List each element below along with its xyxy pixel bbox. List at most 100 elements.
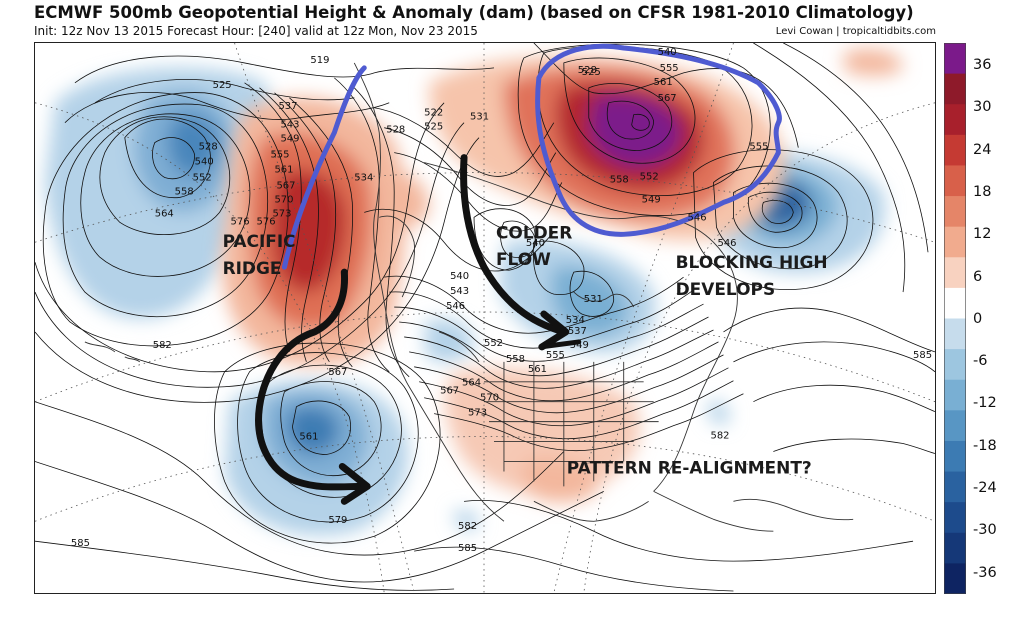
svg-text:579: 579 (328, 515, 347, 526)
svg-text:567: 567 (276, 180, 295, 191)
svg-text:555: 555 (270, 150, 289, 161)
colorbar-swatch (944, 349, 966, 381)
svg-text:525: 525 (582, 67, 601, 78)
svg-text:525: 525 (424, 122, 443, 133)
colorbar-tick-label: -36 (973, 564, 997, 581)
svg-text:582: 582 (710, 431, 729, 442)
contour-value-labels: 519 525 537 543 549 555 561 567 570 573 … (71, 47, 932, 554)
svg-text:522: 522 (424, 108, 443, 119)
svg-text:555: 555 (660, 63, 679, 74)
colorbar-tick-label: 12 (973, 226, 992, 243)
svg-text:558: 558 (175, 186, 194, 197)
svg-text:573: 573 (468, 408, 487, 419)
colorbar-swatch (944, 379, 966, 411)
svg-text:540: 540 (658, 47, 677, 58)
svg-text:561: 561 (299, 432, 318, 443)
colorbar-swatch (944, 43, 966, 75)
colorbar-swatch (944, 165, 966, 197)
colorbar-tick-label: -30 (973, 522, 997, 539)
svg-text:519: 519 (310, 55, 329, 66)
svg-text:534: 534 (354, 173, 373, 184)
svg-text:564: 564 (155, 208, 174, 219)
svg-text:546: 546 (446, 301, 465, 312)
colorbar-tick-label: 24 (973, 141, 992, 158)
annotation-ridge: RIDGE (223, 258, 282, 278)
svg-text:531: 531 (584, 294, 603, 305)
svg-text:561: 561 (528, 364, 547, 375)
svg-text:567: 567 (658, 93, 677, 104)
colorbar-tick-label: -24 (973, 480, 997, 496)
colorbar-swatch (944, 502, 966, 534)
colorbar-tick-label: 0 (973, 310, 983, 327)
svg-text:537: 537 (278, 101, 297, 112)
graticule (35, 43, 935, 593)
svg-text:555: 555 (749, 142, 768, 153)
svg-text:534: 534 (566, 315, 585, 326)
annotation-blocking: BLOCKING HIGH (676, 252, 828, 272)
svg-text:558: 558 (506, 354, 525, 365)
svg-text:552: 552 (193, 173, 212, 184)
svg-text:546: 546 (717, 238, 736, 249)
blue-annotation-loop (535, 43, 782, 237)
black-arrow-tail-colder-flow (538, 339, 582, 350)
black-arrowhead-pacific (338, 462, 371, 505)
svg-text:585: 585 (458, 543, 477, 554)
blue-annotation-arc (281, 65, 367, 270)
svg-text:567: 567 (328, 367, 347, 378)
svg-text:573: 573 (272, 208, 291, 219)
svg-text:540: 540 (450, 271, 469, 282)
svg-text:549: 549 (570, 340, 589, 351)
svg-text:585: 585 (71, 538, 90, 549)
svg-text:528: 528 (199, 142, 218, 153)
positive-anomaly-shading (222, 48, 904, 503)
svg-text:567: 567 (440, 386, 459, 397)
black-arrow-pacific (255, 268, 368, 491)
black-arrow-colder-flow (460, 154, 568, 336)
colorbar-tick-label: 30 (973, 99, 992, 116)
svg-text:540: 540 (526, 238, 545, 249)
annotation-pacific: PACIFIC (223, 231, 296, 251)
colorbar-swatch (944, 257, 966, 289)
svg-text:549: 549 (642, 194, 661, 205)
svg-text:552: 552 (640, 172, 659, 183)
svg-text:525: 525 (213, 80, 232, 91)
svg-text:546: 546 (688, 212, 707, 223)
map-title: ECMWF 500mb Geopotential Height & Anomal… (34, 3, 914, 22)
svg-text:537: 537 (568, 326, 587, 337)
colorbar-swatch (944, 471, 966, 503)
colorbar (944, 43, 966, 594)
svg-text:582: 582 (153, 340, 172, 351)
svg-text:570: 570 (480, 393, 499, 404)
svg-text:558: 558 (610, 174, 629, 185)
svg-text:552: 552 (484, 338, 503, 349)
colorbar-swatch (944, 532, 966, 564)
colorbar-swatch (944, 563, 966, 594)
colorbar-tick-label: 36 (973, 57, 992, 73)
svg-text:585: 585 (913, 350, 932, 361)
svg-text:528: 528 (386, 125, 405, 136)
svg-text:564: 564 (462, 378, 481, 389)
colorbar-tick-label: -6 (973, 353, 988, 370)
annotation-pattern: PATTERN RE-ALIGNMENT? (567, 457, 812, 477)
svg-text:528: 528 (578, 65, 597, 76)
colorbar-tick-label: 6 (973, 268, 983, 285)
colorbar-tick-label: 18 (973, 183, 992, 200)
annotation-develops: DEVELOPS (676, 279, 776, 299)
colorbar-swatch (944, 440, 966, 473)
colorbar-swatch (944, 287, 966, 320)
svg-text:576: 576 (231, 216, 250, 227)
svg-text:570: 570 (274, 194, 293, 205)
svg-text:582: 582 (458, 521, 477, 532)
svg-text:543: 543 (280, 120, 299, 131)
credit-text: Levi Cowan | tropicaltidbits.com (775, 26, 936, 37)
svg-text:576: 576 (257, 216, 276, 227)
svg-text:540: 540 (195, 157, 214, 168)
svg-text:561: 561 (654, 77, 673, 88)
colorbar-swatch (944, 134, 966, 167)
weather-map: PACIFIC RIDGE COLDER FLOW BLOCKING HIGH … (34, 42, 936, 594)
coastlines (84, 62, 854, 532)
svg-text:549: 549 (280, 134, 299, 145)
colorbar-tick-label: -18 (973, 437, 997, 454)
annotation-flow: FLOW (496, 249, 551, 269)
svg-text:555: 555 (546, 350, 565, 361)
